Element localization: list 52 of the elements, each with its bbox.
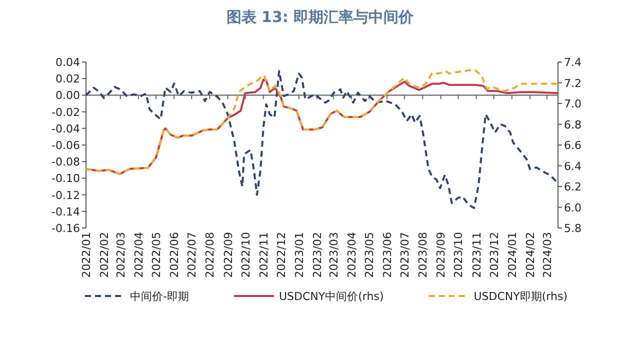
x-tick-label: 2023/09 — [434, 232, 448, 278]
x-tick-label: 2023/10 — [452, 232, 466, 278]
chart-title: 图表 13: 即期汇率与中间价 — [226, 8, 415, 26]
line-series — [85, 70, 559, 210]
x-tick-label: 2022/04 — [132, 232, 146, 278]
x-tick-label: 2022/02 — [98, 232, 112, 278]
y-tick-label: 0.00 — [56, 89, 80, 102]
y2-tick-label: 7.0 — [564, 98, 582, 110]
y-tick-label: 0.04 — [56, 56, 80, 69]
y-tick-label: -0.10 — [52, 172, 80, 186]
y-tick-label: -0.06 — [52, 139, 80, 152]
y-tick-label: -0.16 — [52, 222, 80, 235]
y2-tick-label: 6.0 — [564, 201, 582, 214]
x-tick-label: 2022/07 — [186, 232, 199, 278]
x-tick-label: 2023/02 — [311, 232, 324, 278]
y2-tick-label: 5.8 — [564, 222, 582, 235]
x-tick-label: 2022/08 — [204, 232, 217, 278]
y-tick-label: 0.02 — [56, 72, 80, 86]
y2-tick-label: 6.8 — [564, 118, 582, 132]
x-tick-label: 2022/11 — [257, 232, 270, 278]
x-tick-label: 2022/12 — [274, 232, 288, 278]
legend-label: USDCNY即期(rhs) — [474, 290, 568, 303]
y-tick-label: -0.02 — [52, 106, 80, 119]
y2-tick-label: 6.2 — [564, 180, 582, 194]
x-tick-label: 2023/12 — [488, 232, 501, 278]
x-tick-label: 2023/03 — [327, 232, 340, 278]
x-tick-label: 2024/02 — [524, 232, 537, 278]
x-tick-label: 2022/05 — [150, 232, 164, 278]
x-tick-label: 2022/10 — [239, 232, 252, 278]
legend-label: 中间价-即期 — [130, 290, 189, 303]
x-tick-label: 2023/04 — [345, 232, 358, 278]
x-tick-label: 2024/03 — [540, 232, 554, 278]
x-tick-label: 2023/07 — [398, 232, 412, 278]
x-tick-label: 2024/01 — [506, 232, 519, 278]
y2-tick-label: 6.4 — [564, 160, 582, 173]
x-tick-label: 2023/08 — [416, 232, 430, 278]
y2-tick-label: 7.2 — [564, 76, 582, 90]
y-tick-label: -0.14 — [52, 205, 80, 218]
y2-tick-label: 7.4 — [564, 56, 582, 69]
y-tick-label: -0.04 — [52, 122, 80, 136]
y-tick-label: -0.12 — [52, 188, 80, 202]
x-tick-label: 2022/01 — [80, 232, 93, 278]
legend-label: USDCNY中间价(rhs) — [278, 290, 384, 303]
x-tick-label: 2023/06 — [381, 232, 394, 278]
x-tick-label: 2023/11 — [470, 232, 484, 278]
x-tick-label: 2022/09 — [222, 232, 235, 278]
x-tick-label: 2023/05 — [362, 232, 376, 278]
x-tick-label: 2022/03 — [114, 232, 128, 278]
y-tick-label: -0.08 — [52, 156, 80, 169]
x-tick-label: 2022/06 — [168, 232, 182, 278]
x-tick-label: 2023/01 — [292, 232, 306, 278]
y2-tick-label: 6.6 — [564, 139, 582, 152]
